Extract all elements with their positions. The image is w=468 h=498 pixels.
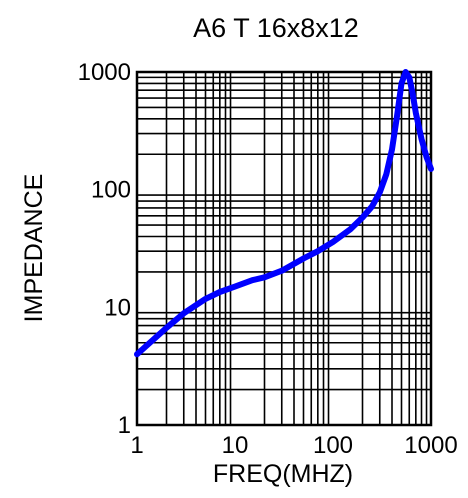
impedance-curve (134, 69, 434, 358)
y-tick-label: 1 (118, 412, 131, 439)
y-axis-label: IMPEDANCE (20, 174, 48, 323)
series-group (134, 69, 434, 358)
y-tick-label: 1000 (78, 59, 131, 86)
y-tick-label: 100 (91, 177, 131, 204)
x-tick-label: 1 (130, 432, 143, 459)
grid (137, 72, 431, 425)
y-axis-ticks: 1 10 100 1000 (78, 59, 131, 439)
x-tick-label: 1000 (404, 432, 457, 459)
plot-frame (135, 70, 433, 427)
x-axis-ticks: 1 10 100 1000 (130, 432, 457, 459)
x-tick-label: 100 (313, 432, 353, 459)
chart-title: A6 T 16x8x12 (193, 13, 359, 43)
x-axis-label: FREQ(MHZ) (213, 460, 353, 488)
x-tick-label: 10 (222, 432, 249, 459)
y-tick-label: 10 (104, 294, 131, 321)
